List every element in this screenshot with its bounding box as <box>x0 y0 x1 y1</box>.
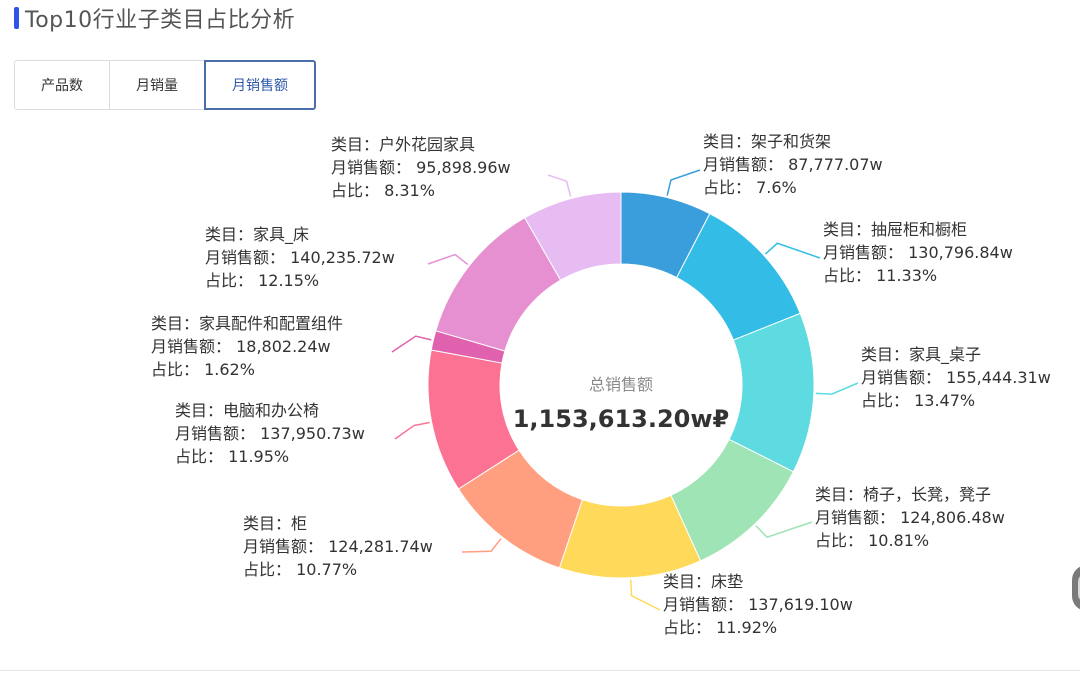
slice-percent-label: 占比： 13.47% <box>861 391 975 410</box>
slice-value-label: 月销售额： 18,802.24w <box>151 337 331 356</box>
slice-value-label: 月销售额： 124,806.48w <box>815 508 1005 527</box>
slice-category-label: 类目：家具配件和配置组件 <box>151 314 343 333</box>
slice-percent-label: 占比： 8.31% <box>331 181 435 200</box>
slice-value-label: 月销售额： 124,281.74w <box>243 537 433 556</box>
leader-line <box>755 521 813 539</box>
center-caption: 总销售额 <box>589 375 653 394</box>
donut-slices <box>427 191 815 579</box>
slice-value-label: 月销售额： 130,796.84w <box>823 243 1013 262</box>
leader-line <box>394 421 430 440</box>
slice-value-label: 月销售额： 95,898.96w <box>331 158 511 177</box>
donut-slice[interactable] <box>524 191 622 281</box>
slice-value-label: 月销售额： 87,777.07w <box>703 155 883 174</box>
slice-percent-label: 占比： 10.81% <box>815 531 929 550</box>
leader-line <box>391 335 432 353</box>
slice-category-label: 类目：架子和货架 <box>703 132 831 151</box>
slice-value-label: 月销售额： 137,950.73w <box>175 424 365 443</box>
slice-value-label: 月销售额： 155,444.31w <box>861 368 1051 387</box>
slice-category-label: 类目：床垫 <box>663 572 743 591</box>
slice-value-label: 月销售额： 137,619.10w <box>663 595 853 614</box>
slice-percent-label: 占比： 11.92% <box>663 618 777 637</box>
slice-percent-label: 占比： 12.15% <box>205 271 319 290</box>
metric-tabs: 产品数 月销量 月销售额 <box>14 60 316 110</box>
leader-lines <box>391 169 859 611</box>
leader-line <box>461 538 502 553</box>
slice-category-label: 类目：抽屉柜和橱柜 <box>823 220 967 239</box>
center-total-value: 1,153,613.20w₽ <box>513 405 730 433</box>
slice-percent-label: 占比： 11.33% <box>823 266 937 285</box>
bottom-divider <box>0 670 1080 671</box>
slice-category-label: 类目：户外花园家具 <box>331 135 475 154</box>
slice-value-label: 月销售额： 140,235.72w <box>205 248 395 267</box>
leader-line <box>629 579 661 611</box>
slice-percent-label: 占比： 11.95% <box>175 447 289 466</box>
leader-line <box>427 253 469 266</box>
leader-line <box>764 242 821 259</box>
chart-title: Top10行业子类目占比分析 <box>25 8 296 33</box>
slice-category-label: 类目：椅子，长凳，凳子 <box>815 485 991 504</box>
leader-line <box>547 174 572 197</box>
leader-line <box>666 169 701 196</box>
tab-monthly-volume[interactable]: 月销量 <box>109 60 205 110</box>
slice-percent-label: 占比： 1.62% <box>151 360 255 379</box>
chart-header: Top10行业子类目占比分析 <box>14 4 296 33</box>
slice-category-label: 类目：家具_床 <box>205 225 309 245</box>
slice-percent-label: 占比： 10.77% <box>243 560 357 579</box>
slice-category-label: 类目：柜 <box>243 514 307 533</box>
tab-product-count[interactable]: 产品数 <box>14 60 110 110</box>
slice-category-label: 类目：电脑和办公椅 <box>175 401 319 420</box>
leader-line <box>815 382 859 395</box>
scroll-handle-grip <box>1078 573 1080 603</box>
tab-monthly-sales[interactable]: 月销售额 <box>204 60 316 110</box>
slice-percent-label: 占比： 7.6% <box>703 178 797 197</box>
title-accent-bar <box>14 7 19 29</box>
scroll-handle[interactable] <box>1072 565 1080 611</box>
slice-category-label: 类目：家具_桌子 <box>861 345 981 365</box>
